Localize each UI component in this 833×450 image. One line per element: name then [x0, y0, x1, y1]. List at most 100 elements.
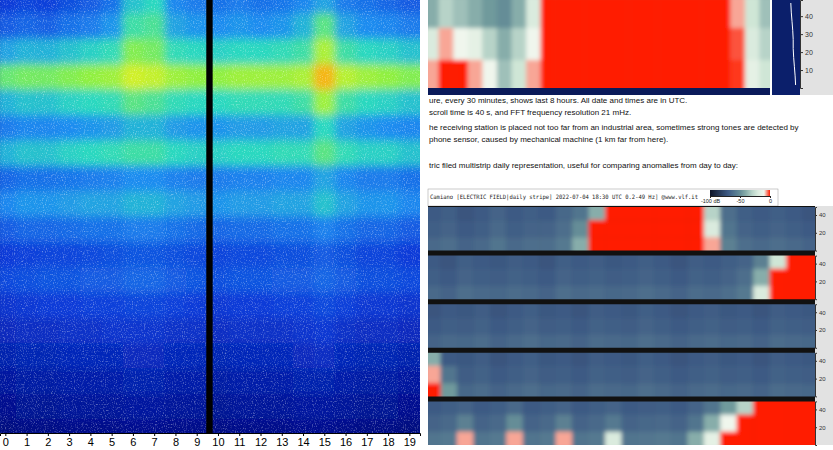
cell [428, 269, 441, 287]
cell [737, 353, 754, 367]
cell [539, 366, 556, 384]
cell [737, 304, 754, 318]
cell [720, 432, 737, 445]
cell [628, 0, 643, 29]
cell [605, 256, 622, 270]
cell [556, 353, 573, 367]
axis: -100 dB-500 [701, 196, 772, 204]
cell [716, 28, 731, 61]
cell [701, 28, 716, 61]
cell [523, 304, 540, 318]
cell [523, 207, 540, 221]
cell [671, 269, 688, 287]
tick-label: 19 [404, 436, 416, 448]
cell [473, 383, 490, 396]
cell [786, 366, 803, 384]
cell [589, 415, 606, 433]
tick-mark [800, 34, 803, 35]
cell [704, 286, 721, 299]
cell [638, 366, 655, 384]
cell [473, 401, 490, 415]
cell [428, 286, 441, 299]
cell [622, 207, 639, 221]
cell [614, 60, 629, 88]
data-gap [206, 0, 212, 433]
tick-label: -50 [737, 198, 745, 204]
tick-label: 0 [769, 198, 772, 204]
tick-label: 16 [340, 436, 352, 448]
cell [638, 317, 655, 335]
cell [523, 415, 540, 433]
tick-label: 15 [319, 436, 331, 448]
cell [654, 269, 671, 287]
plot-area [0, 0, 420, 433]
cell [473, 220, 490, 238]
cell [497, 60, 512, 88]
tick-label: 10 [805, 67, 813, 74]
cell [720, 366, 737, 384]
cell [638, 256, 655, 270]
cell [605, 353, 622, 367]
cell [803, 304, 815, 318]
cell [730, 60, 745, 88]
tick-label: 40 [819, 358, 826, 364]
cell [770, 335, 787, 348]
cell [457, 432, 474, 445]
cell [473, 286, 490, 299]
cell [671, 401, 688, 415]
tick-label: 10 [212, 436, 224, 448]
cell [428, 335, 441, 348]
cell [457, 256, 474, 270]
cell [440, 220, 457, 238]
cell [440, 335, 457, 348]
cell [570, 60, 585, 88]
cell [654, 401, 671, 415]
cell [490, 304, 507, 318]
cell [490, 401, 507, 415]
heatmap [428, 353, 815, 397]
tick: 20 [815, 376, 826, 382]
cell [622, 256, 639, 270]
cell [440, 317, 457, 335]
cell [572, 401, 589, 415]
cell [490, 269, 507, 287]
cell [704, 317, 721, 335]
cell [638, 383, 655, 396]
cell [671, 256, 688, 270]
cell [440, 415, 457, 433]
cell [523, 366, 540, 384]
cell [605, 317, 622, 335]
cell [605, 366, 622, 384]
cell [803, 366, 815, 384]
cell [457, 237, 474, 250]
tick: 13 [276, 433, 288, 448]
cell [506, 207, 523, 221]
cell [490, 415, 507, 433]
tick: 6 [130, 433, 136, 448]
plot-background [0, 0, 420, 433]
cell [506, 353, 523, 367]
cell [490, 366, 507, 384]
cell [506, 220, 523, 238]
cell [638, 269, 655, 287]
cell [753, 401, 770, 415]
cell [803, 286, 815, 299]
cell [786, 335, 803, 348]
cell [770, 415, 787, 433]
cell [770, 366, 787, 384]
cell [638, 207, 655, 221]
cell [716, 0, 731, 29]
cell [555, 60, 570, 88]
cell [428, 304, 441, 318]
time-band [428, 88, 770, 95]
cell [622, 366, 639, 384]
cell [506, 256, 523, 270]
tick: 3 [67, 433, 73, 448]
tick-label: 7 [152, 436, 158, 448]
cell [753, 286, 770, 299]
cell [605, 401, 622, 415]
cell [687, 286, 704, 299]
axis: 2040 [815, 402, 826, 446]
cell [671, 383, 688, 396]
cell [440, 256, 457, 270]
